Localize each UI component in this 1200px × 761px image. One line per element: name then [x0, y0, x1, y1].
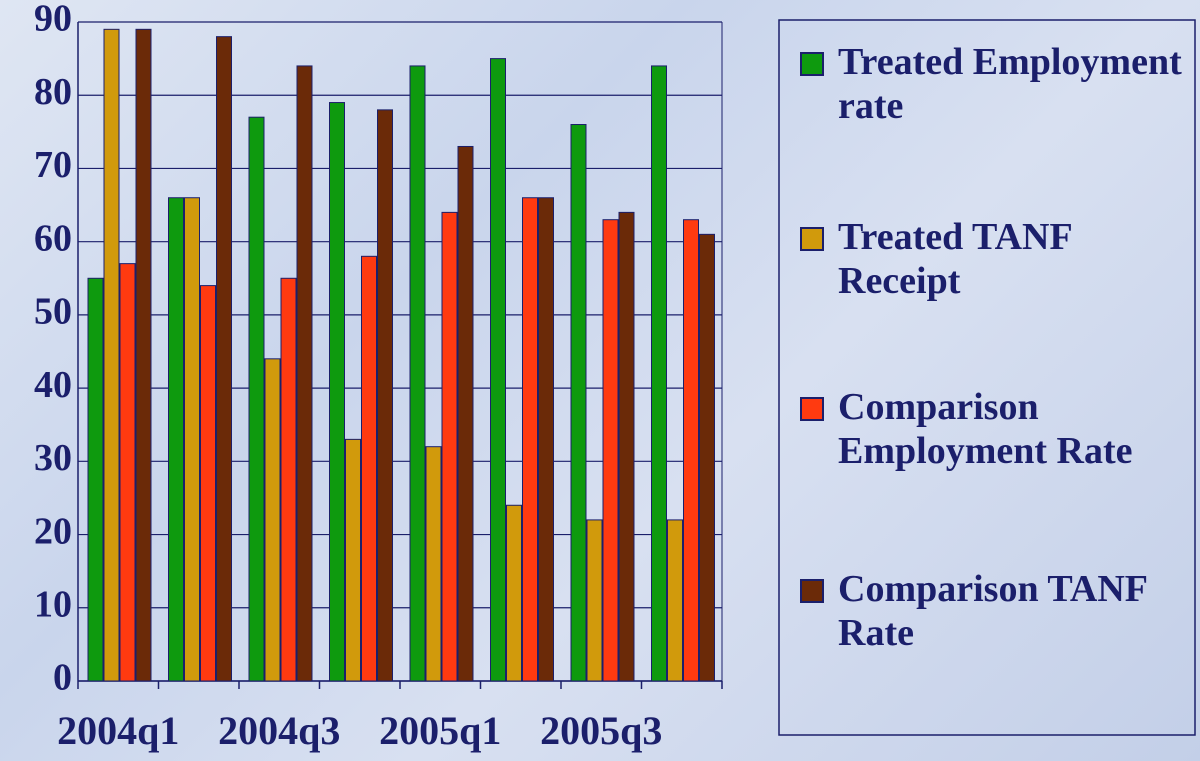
legend-label: Comparison TANF Rate [838, 568, 1147, 654]
bar [522, 197, 538, 682]
y-tick-label: 20 [34, 510, 72, 552]
bar [264, 358, 281, 682]
bar [538, 197, 554, 682]
bar [425, 446, 442, 682]
bar [409, 65, 426, 682]
legend-box [778, 19, 1196, 736]
bar [506, 504, 522, 682]
legend-item: Comparison TANF Rate [800, 567, 1180, 655]
bar [119, 263, 136, 682]
y-tick-label: 50 [34, 291, 72, 333]
bar [377, 109, 393, 682]
x-tick-label: 2005q3 [540, 708, 662, 753]
bar [87, 277, 104, 682]
legend-item: Treated TANF Receipt [800, 215, 1180, 303]
bar [248, 116, 265, 682]
bar [345, 438, 361, 682]
legend-item: Comparison Employment Rate [800, 385, 1180, 473]
bar [570, 124, 587, 682]
y-tick-label: 0 [53, 657, 72, 699]
y-tick-label: 60 [34, 217, 72, 259]
bar [216, 36, 232, 682]
x-tick-label: 2004q3 [218, 708, 340, 753]
bar [200, 285, 216, 682]
bar [457, 145, 474, 682]
bar [329, 102, 345, 682]
legend-swatch [800, 397, 824, 421]
legend-item: Treated Employment rate [800, 40, 1182, 128]
legend-swatch [800, 579, 824, 603]
x-tick-label: 2005q1 [379, 708, 501, 753]
legend-label: Treated TANF Receipt [838, 216, 1072, 302]
legend-label: Treated Employment rate [838, 41, 1182, 127]
bar [490, 58, 506, 682]
legend-label: Comparison Employment Rate [838, 386, 1133, 472]
bar [361, 255, 377, 682]
y-tick-label: 90 [34, 0, 72, 40]
bar [103, 28, 120, 682]
bar [280, 277, 297, 682]
bar [618, 211, 635, 682]
bar [602, 219, 619, 682]
bar [168, 197, 184, 682]
y-tick-label: 40 [34, 364, 72, 406]
bar [683, 219, 699, 682]
bar [586, 519, 603, 682]
bar [699, 233, 715, 682]
bar [667, 519, 683, 682]
bar [441, 211, 458, 682]
bar [651, 65, 667, 682]
bar [135, 28, 152, 682]
y-tick-label: 30 [34, 437, 72, 479]
y-tick-label: 10 [34, 583, 72, 625]
bar [184, 197, 200, 682]
y-tick-label: 80 [34, 71, 72, 113]
legend-swatch [800, 227, 824, 251]
bar [296, 65, 313, 682]
legend-swatch [800, 52, 824, 76]
y-tick-label: 70 [34, 144, 72, 186]
x-tick-label: 2004q1 [57, 708, 179, 753]
